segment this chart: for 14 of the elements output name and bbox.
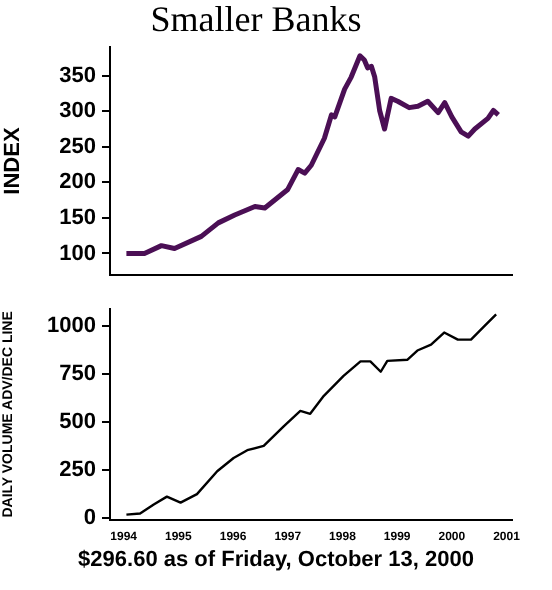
text: $296.60 as of Friday, October 13, 2000 bbox=[76, 548, 476, 572]
y-tick-label: 100 bbox=[59, 241, 96, 266]
y-tick-label: 1000 bbox=[47, 314, 96, 339]
y-tick-label: 150 bbox=[59, 205, 96, 230]
y-tick-label: 350 bbox=[59, 63, 96, 88]
y-tick-label: 250 bbox=[59, 457, 96, 482]
y-tick-label: 0 bbox=[83, 505, 96, 530]
y-tick-label: 750 bbox=[59, 362, 96, 387]
chart-title: Smaller Banks bbox=[150, 0, 362, 40]
y-tick-label: 200 bbox=[59, 170, 96, 195]
y-tick-label: 500 bbox=[59, 410, 96, 435]
y-axis-title: INDEX bbox=[1, 126, 26, 195]
y-tick-label: 300 bbox=[59, 99, 96, 124]
y-tick-label: 250 bbox=[59, 134, 96, 159]
